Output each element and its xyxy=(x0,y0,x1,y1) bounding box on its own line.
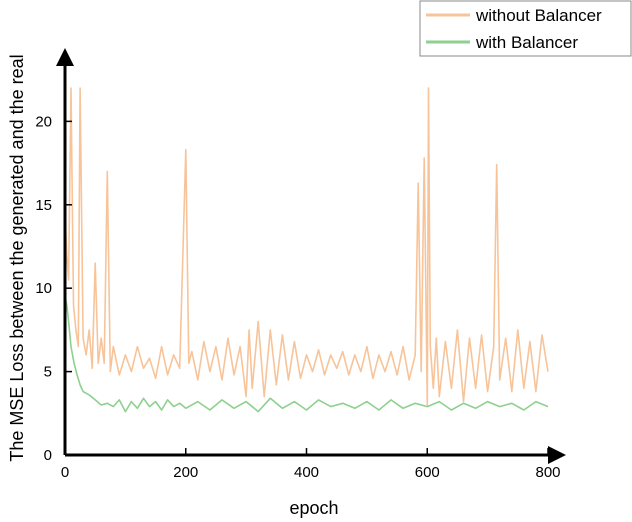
x-tick-label: 0 xyxy=(61,464,69,481)
y-tick-label: 20 xyxy=(35,113,52,130)
legend-box xyxy=(419,0,632,57)
series-line-with-balancer xyxy=(64,296,549,413)
series-layer xyxy=(64,87,549,413)
x-tick-label: 800 xyxy=(535,464,560,481)
legend-label-without-balancer: without Balancer xyxy=(475,6,602,25)
y-tick-label: 10 xyxy=(35,280,52,297)
y-axis-arrow-icon xyxy=(56,48,74,66)
y-tick-label: 5 xyxy=(44,364,52,381)
x-tick-label: 400 xyxy=(294,464,319,481)
y-tick-label: 0 xyxy=(44,447,52,464)
legend-label-with-balancer: with Balancer xyxy=(475,33,578,52)
x-axis-title: epoch xyxy=(289,498,338,518)
y-tick-label: 15 xyxy=(35,197,52,214)
legend: without Balancer with Balancer xyxy=(419,0,632,57)
series-line-without-balancer xyxy=(64,87,549,406)
ticks-layer: 0 200 400 600 800 0 5 10 15 20 xyxy=(35,113,560,481)
x-tick-label: 200 xyxy=(173,464,198,481)
y-axis-title: The MSE Loss between the generated and t… xyxy=(7,54,27,461)
x-axis-arrow-icon xyxy=(548,446,566,464)
x-tick-label: 600 xyxy=(415,464,440,481)
